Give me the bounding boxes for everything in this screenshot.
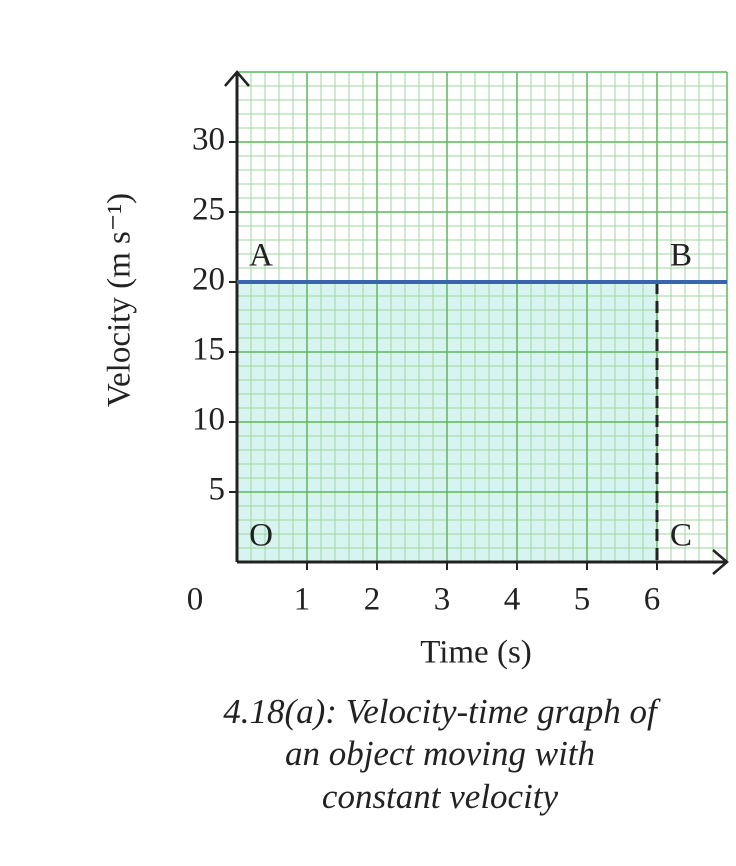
- point-label: B: [670, 238, 692, 274]
- x-tick-label: 2: [364, 582, 381, 618]
- y-tick-label: 20: [192, 262, 225, 298]
- y-axis-title: Velocity (m s⁻¹): [102, 193, 138, 407]
- x-tick-label: 6: [644, 582, 661, 618]
- x-tick-label: 3: [434, 582, 451, 618]
- x-tick-label: 1: [294, 582, 311, 618]
- caption: constant velocity: [322, 777, 559, 816]
- caption: an object moving with: [285, 734, 595, 773]
- y-tick-label: 25: [192, 192, 225, 228]
- arrow: [712, 549, 729, 575]
- x-tick-label: 4: [504, 582, 521, 618]
- point-label: O: [249, 518, 273, 554]
- arrow: [224, 70, 250, 87]
- y-tick-label: 10: [192, 402, 225, 438]
- x-tick-label: 0: [187, 582, 204, 618]
- x-tick-label: 5: [574, 582, 591, 618]
- x-axis-title: Time (s): [420, 635, 532, 671]
- caption: 4.18(a): Velocity-time graph of: [223, 692, 661, 731]
- point-label: A: [249, 238, 273, 274]
- y-tick-label: 5: [209, 472, 226, 508]
- point-label: C: [670, 518, 692, 554]
- y-tick-label: 15: [192, 332, 225, 368]
- y-tick-label: 30: [192, 122, 225, 158]
